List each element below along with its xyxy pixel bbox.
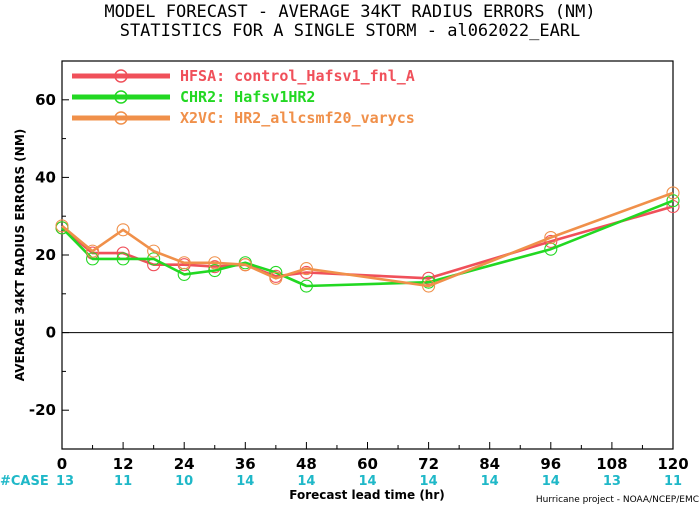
case-count: 14: [236, 474, 254, 489]
legend-marker: [114, 90, 128, 104]
chart-subtitle: STATISTICS FOR A SINGLE STORM - al062022…: [119, 21, 581, 41]
case-count: 10: [175, 474, 193, 489]
data-point: [177, 256, 191, 270]
x-tick-label: 120: [657, 455, 688, 473]
x-tick-label: 36: [235, 455, 256, 473]
data-point: [422, 279, 436, 293]
x-tick-label: 0: [57, 455, 67, 473]
data-point: [86, 244, 100, 258]
data-point: [666, 186, 680, 200]
case-count: 14: [297, 474, 315, 489]
legend-marker: [114, 111, 128, 125]
data-point: [666, 194, 680, 208]
legend: HFSA: control_Hafsv1_fnl_A CHR2: Hafsv1HR…: [72, 67, 415, 127]
x-tick-label: 60: [357, 455, 378, 473]
case-prefix: #CASE: [0, 474, 49, 489]
y-tick-label: 60: [35, 91, 56, 109]
legend-label: CHR2: Hafsv1HR2: [180, 88, 315, 106]
data-point: [544, 234, 558, 248]
data-point: [86, 252, 100, 266]
x-tick-label: 48: [296, 455, 317, 473]
data-point: [208, 256, 222, 270]
y-tick-label: -20: [29, 401, 56, 419]
legend-marker: [114, 69, 128, 83]
case-count: 14: [358, 474, 376, 489]
data-point: [238, 258, 252, 272]
y-tick-label: 40: [35, 168, 56, 186]
data-point: [422, 275, 436, 289]
data-point: [299, 265, 313, 280]
data-point: [299, 279, 313, 293]
data-point: [208, 263, 222, 278]
x-tick-label: 96: [540, 455, 561, 473]
chart-title: MODEL FORECAST - AVERAGE 34KT RADIUS ERR…: [104, 2, 596, 22]
legend-label: HFSA: control_Hafsv1_fnl_A: [180, 67, 415, 85]
series-layer: [55, 186, 680, 293]
data-point: [116, 252, 130, 266]
case-count: 13: [56, 474, 74, 489]
x-axis: 0 12 24 36 48 60 72 84 96 108 120: [57, 442, 689, 473]
credit-text: Hurricane project - NOAA/NCEP/EMC: [536, 495, 699, 505]
data-point: [269, 271, 283, 285]
case-count: 11: [664, 474, 682, 489]
y-axis-title: AVERAGE 34KT RADIUS ERRORS (NM): [13, 129, 27, 381]
data-point: [116, 223, 130, 237]
x-tick-label: 72: [418, 455, 439, 473]
legend-label: X2VC: HR2_allcsmf20_varycs: [180, 109, 415, 127]
case-count: 13: [603, 474, 621, 489]
x-tick-label: 12: [113, 455, 134, 473]
x-tick-label: 84: [479, 455, 500, 473]
x-axis-title: Forecast lead time (hr): [289, 488, 445, 502]
case-count: 14: [542, 474, 560, 489]
series-line: [61, 191, 674, 288]
x-tick-label: 24: [174, 455, 195, 473]
data-point: [208, 260, 222, 274]
series-line: [61, 205, 674, 280]
data-point: [666, 199, 680, 214]
data-point: [422, 271, 436, 285]
data-point: [147, 244, 161, 258]
x-tick-label: 108: [596, 455, 627, 473]
data-point: [544, 230, 558, 245]
y-axis: -20 0 20 40 60: [29, 60, 69, 450]
data-point: [299, 262, 313, 276]
case-counts: 13 11 10 14 14 14 14 14 14 13 11: [56, 474, 682, 489]
data-point: [55, 219, 69, 233]
y-tick-label: 0: [46, 324, 56, 342]
data-point: [147, 252, 161, 266]
series-line: [61, 199, 674, 288]
case-count: 11: [114, 474, 132, 489]
case-count: 14: [481, 474, 499, 489]
case-count: 14: [420, 474, 438, 489]
y-tick-label: 20: [35, 246, 56, 264]
